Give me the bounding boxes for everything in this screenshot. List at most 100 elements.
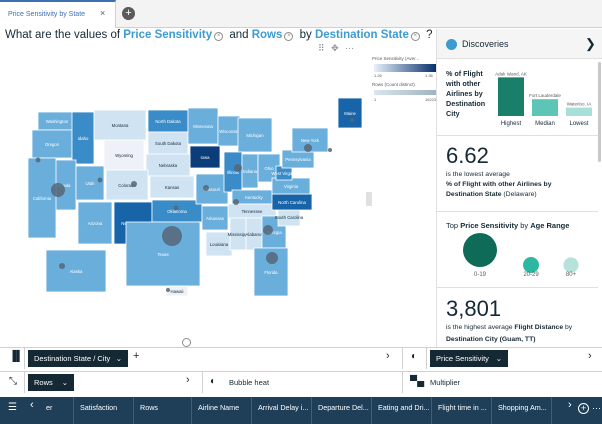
chevron-right-icon[interactable]: › — [588, 350, 592, 362]
map-bubble[interactable] — [35, 157, 41, 163]
field-item[interactable]: Satisfaction — [74, 397, 134, 424]
map-bubble[interactable] — [304, 144, 312, 152]
field-price-sensitivity[interactable]: Price Sensitivity — [123, 29, 213, 41]
map-bubble[interactable] — [97, 177, 103, 183]
question-and: and — [229, 29, 249, 41]
zone-separator — [402, 371, 403, 393]
field-item[interactable]: Flight time in ... — [432, 397, 492, 424]
map-state-label: South Dakota — [155, 141, 182, 146]
map-state[interactable] — [93, 109, 147, 141]
map-state-label: Iowa — [200, 155, 210, 160]
discovery-card-3-title: Top Price Sensitivity by Age Range — [446, 221, 569, 230]
discovery-bar[interactable] — [566, 107, 592, 116]
chevron-right-icon[interactable]: › — [186, 374, 190, 386]
map-state[interactable] — [187, 107, 219, 145]
zone-separator — [426, 347, 427, 369]
map-state[interactable] — [149, 175, 195, 199]
field-item[interactable]: Airline Name — [192, 397, 252, 424]
map-bubble[interactable] — [59, 263, 65, 269]
map-state[interactable] — [337, 97, 363, 129]
bubble-heat-label[interactable]: Bubble heat — [229, 378, 270, 387]
field-item[interactable]: er — [40, 397, 74, 424]
chevron-right-icon[interactable]: › — [386, 350, 390, 362]
map-state-label: Kansas — [165, 185, 179, 190]
discovery-bar[interactable] — [532, 99, 558, 116]
target-icon[interactable] — [182, 338, 191, 347]
pill-price-sensitivity[interactable]: Price Sensitivity ⌄ — [430, 350, 508, 367]
add-tab-button[interactable]: + — [122, 7, 135, 20]
chevron-right-icon[interactable]: › — [568, 399, 572, 411]
map-bubble[interactable] — [51, 183, 65, 197]
map-bubble[interactable] — [266, 252, 278, 264]
zone-separator — [24, 371, 25, 393]
map-state-label: Pennsylvania — [285, 157, 311, 162]
card-divider — [437, 135, 598, 136]
map-state[interactable] — [165, 285, 189, 297]
us-state-map[interactable]: Washington Oregon Idaho Montana Wyoming North… — [26, 90, 371, 310]
discovery-card-2-line2: % of Flight with other Airlines by — [446, 181, 552, 188]
close-icon[interactable]: × — [100, 8, 106, 18]
discovery-card-1-chart[interactable]: Adak Island, AK Highest Fort Lauderdale Med… — [494, 64, 598, 130]
map-state[interactable] — [201, 205, 229, 231]
map-bubble[interactable] — [328, 148, 332, 152]
map-state[interactable] — [75, 165, 105, 201]
map-bubble[interactable] — [166, 288, 170, 292]
map-bubble[interactable] — [173, 205, 179, 211]
settings-icon[interactable]: ☰ — [8, 402, 17, 413]
field-bar — [0, 397, 602, 424]
contrast-icon: ◐ — [210, 376, 217, 387]
map-state[interactable] — [105, 169, 149, 201]
chevron-left-icon[interactable]: ‹ — [30, 399, 34, 411]
panel-collapse-handle[interactable] — [366, 192, 372, 206]
viz-toolbar[interactable]: ⠿ ✥ ⋯ — [318, 43, 357, 53]
pill-rows[interactable]: Rows ⌄ — [28, 374, 74, 391]
map-bubble[interactable] — [203, 185, 209, 191]
map-state[interactable] — [77, 201, 113, 245]
pill-destination-state-city[interactable]: Destination State / City ⌄ — [28, 350, 128, 367]
map-bubble[interactable] — [234, 164, 242, 172]
map-state-label: Texas — [157, 252, 168, 257]
map-bubble[interactable] — [162, 226, 182, 246]
question-suffix: ? — [426, 29, 433, 41]
map-state-label: Alabama — [246, 232, 264, 237]
field-item[interactable]: Eating and Dri... — [372, 397, 432, 424]
map-state-label: Indiana — [243, 169, 258, 174]
pill-label: Rows — [34, 378, 53, 387]
field-rows[interactable]: Rows — [251, 29, 283, 41]
add-field-button[interactable]: + — [133, 350, 140, 362]
tab-price-sensitivity[interactable]: Price Sensitivity by State — [0, 0, 116, 28]
field-destination-state[interactable]: Destination State — [314, 29, 409, 41]
map-state[interactable] — [31, 129, 73, 159]
map-bubble[interactable] — [263, 225, 273, 235]
age-range-bubble[interactable] — [463, 233, 497, 267]
remove-icon[interactable]: × — [284, 32, 294, 41]
discovery-card-3-chart[interactable]: 0-19 20-29 80+ — [446, 230, 596, 278]
zone-separator — [24, 347, 25, 369]
field-item[interactable]: Departure Del... — [312, 397, 372, 424]
map-state[interactable] — [45, 249, 107, 293]
remove-icon[interactable]: × — [410, 32, 420, 41]
question-by: by — [299, 29, 312, 41]
chevron-right-icon[interactable]: ❯ — [585, 36, 596, 51]
discovery-bar[interactable] — [498, 77, 524, 116]
field-item[interactable]: Shopping Am... — [492, 397, 552, 424]
map-bubble[interactable] — [350, 118, 354, 122]
panel-scrollbar[interactable] — [598, 62, 601, 162]
add-field-icon[interactable]: + — [578, 403, 589, 414]
map-bubble[interactable] — [233, 199, 239, 205]
map-bubble[interactable] — [131, 181, 137, 187]
map-state[interactable] — [237, 117, 273, 153]
map-state[interactable] — [195, 173, 229, 205]
map-state-label: Alaska — [70, 269, 84, 274]
multiplier-label[interactable]: Multiplier — [430, 378, 461, 387]
age-range-bubble[interactable] — [523, 257, 539, 273]
field-item[interactable]: Arrival Delay i... — [252, 397, 312, 424]
map-state[interactable] — [27, 157, 57, 239]
map-state-label: North Carolina — [278, 200, 306, 205]
age-range-bubble[interactable] — [563, 257, 579, 273]
map-state[interactable] — [103, 139, 145, 171]
remove-icon[interactable]: × — [214, 32, 224, 41]
age-range-label: 0-19 — [474, 272, 487, 278]
field-item[interactable]: Rows — [134, 397, 192, 424]
more-icon[interactable]: ⋯ — [592, 403, 601, 413]
